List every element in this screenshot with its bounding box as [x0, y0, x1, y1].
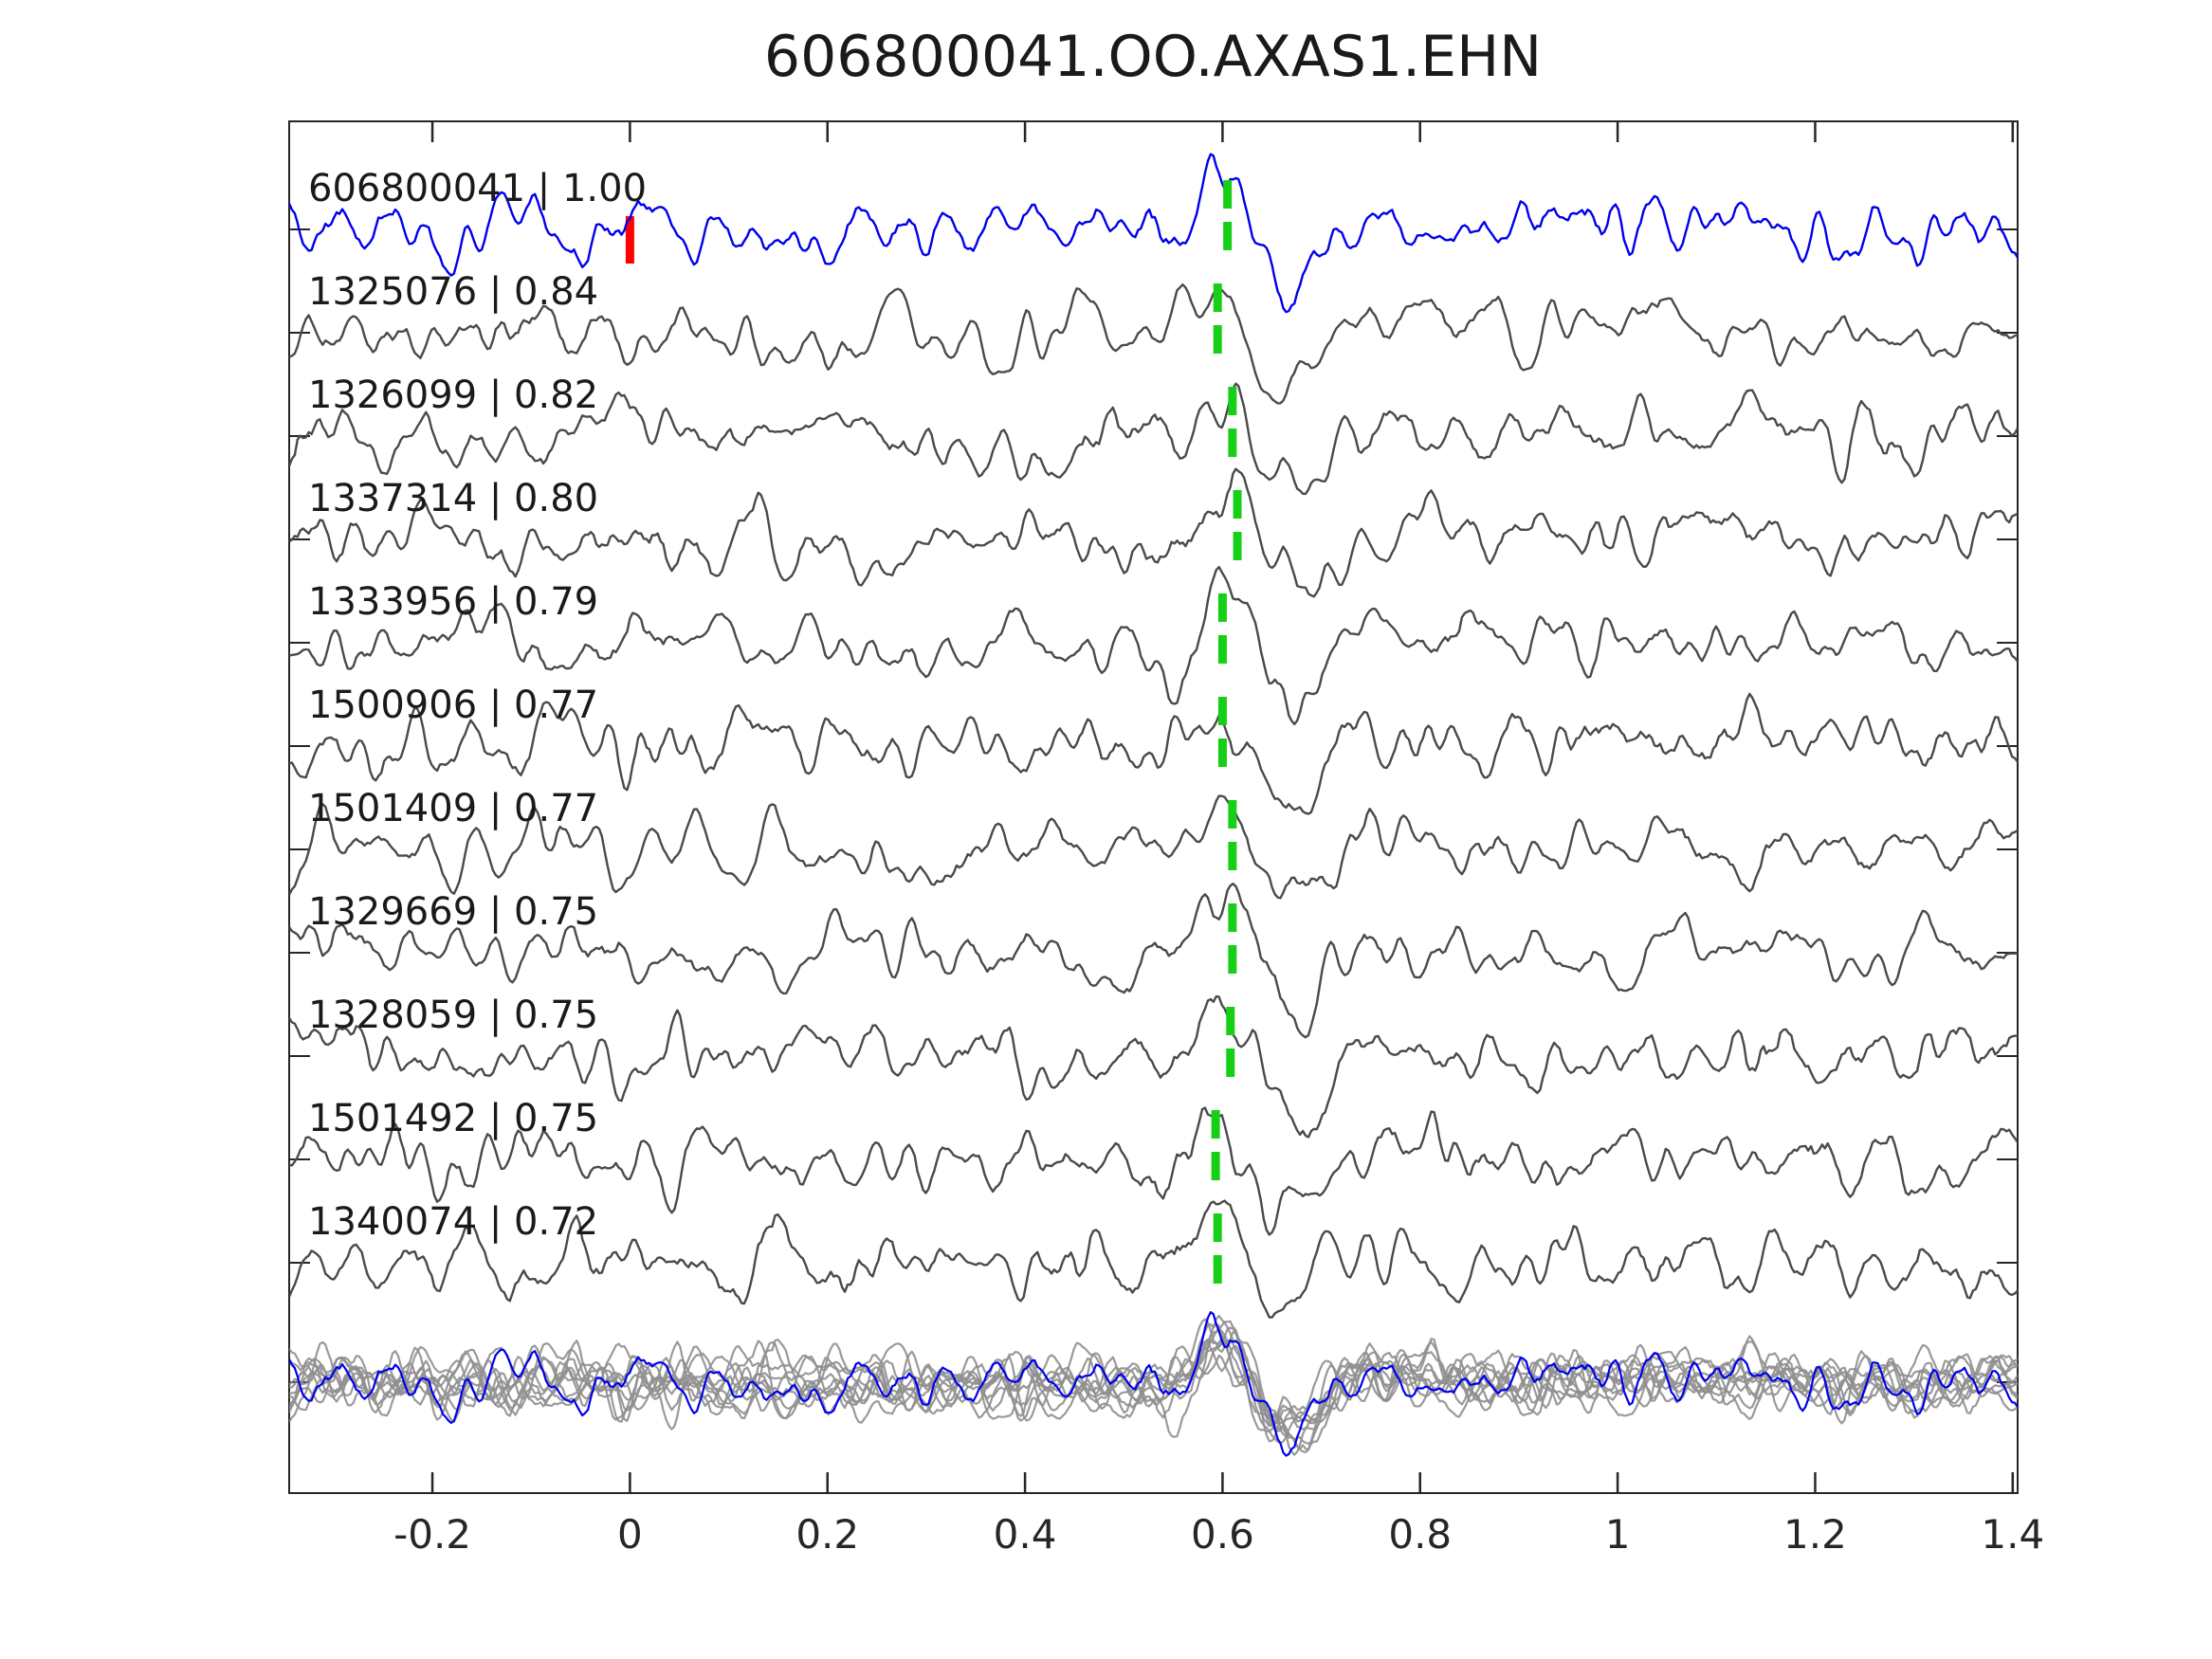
- waveform-trace: [289, 994, 2018, 1139]
- x-tick-label: -0.2: [393, 1511, 471, 1558]
- x-tick-label: 0: [617, 1511, 643, 1558]
- trace-label: 1329669 | 0.75: [308, 890, 598, 934]
- axes-frame: [288, 120, 2019, 1494]
- x-tick-label: 0.6: [1191, 1511, 1254, 1558]
- x-tick-label: 1.4: [1981, 1511, 2044, 1558]
- waveform-trace: [289, 382, 2018, 496]
- overlay-template-trace: [289, 1310, 2018, 1457]
- x-tick-label: 1.2: [1783, 1511, 1847, 1558]
- trace-label: 1501492 | 0.75: [308, 1097, 598, 1140]
- overlay-trace: [289, 1337, 2018, 1443]
- x-tick-label: 0.2: [795, 1511, 859, 1558]
- trace-label: 1501409 | 0.77: [308, 787, 598, 830]
- waveform-trace: [289, 1106, 2018, 1236]
- waveform-trace: [289, 566, 2018, 726]
- waveform-trace: [289, 794, 2018, 900]
- labels-group: -0.2 0 0.2 0.4 0.6 0.8 1 1.2 1.4 606800041 | 1.00…: [308, 167, 2044, 1558]
- overlay-trace: [289, 1322, 2018, 1451]
- waveform-trace: [289, 153, 2018, 314]
- trace-label: 1325076 | 0.84: [308, 270, 598, 314]
- x-tick-label: 0.4: [994, 1511, 1057, 1558]
- trace-label: 1340074 | 0.72: [308, 1200, 598, 1244]
- trace-label: 1326099 | 0.82: [308, 374, 598, 417]
- trace-label: 1337314 | 0.80: [308, 477, 598, 520]
- x-tick-label: 1: [1605, 1511, 1631, 1558]
- x-tick-label: 0.8: [1388, 1511, 1452, 1558]
- waveform-trace: [289, 1199, 2018, 1319]
- traces-group: [289, 153, 2018, 1457]
- plot-title: 606800041.OO.AXAS1.EHN: [764, 24, 1542, 90]
- trace-label: 1328059 | 0.75: [308, 994, 598, 1037]
- waveform-trace: [289, 467, 2018, 598]
- trace-label: 606800041 | 1.00: [308, 167, 647, 210]
- axes-group: [288, 120, 2019, 1494]
- waveform-trace: [289, 692, 2018, 815]
- waveform-trace: [289, 283, 2018, 405]
- trace-label: 1500906 | 0.77: [308, 684, 598, 727]
- trace-label: 1333956 | 0.79: [308, 580, 598, 624]
- overlay-trace: [289, 1340, 2018, 1433]
- waveform-trace: [289, 883, 2018, 1039]
